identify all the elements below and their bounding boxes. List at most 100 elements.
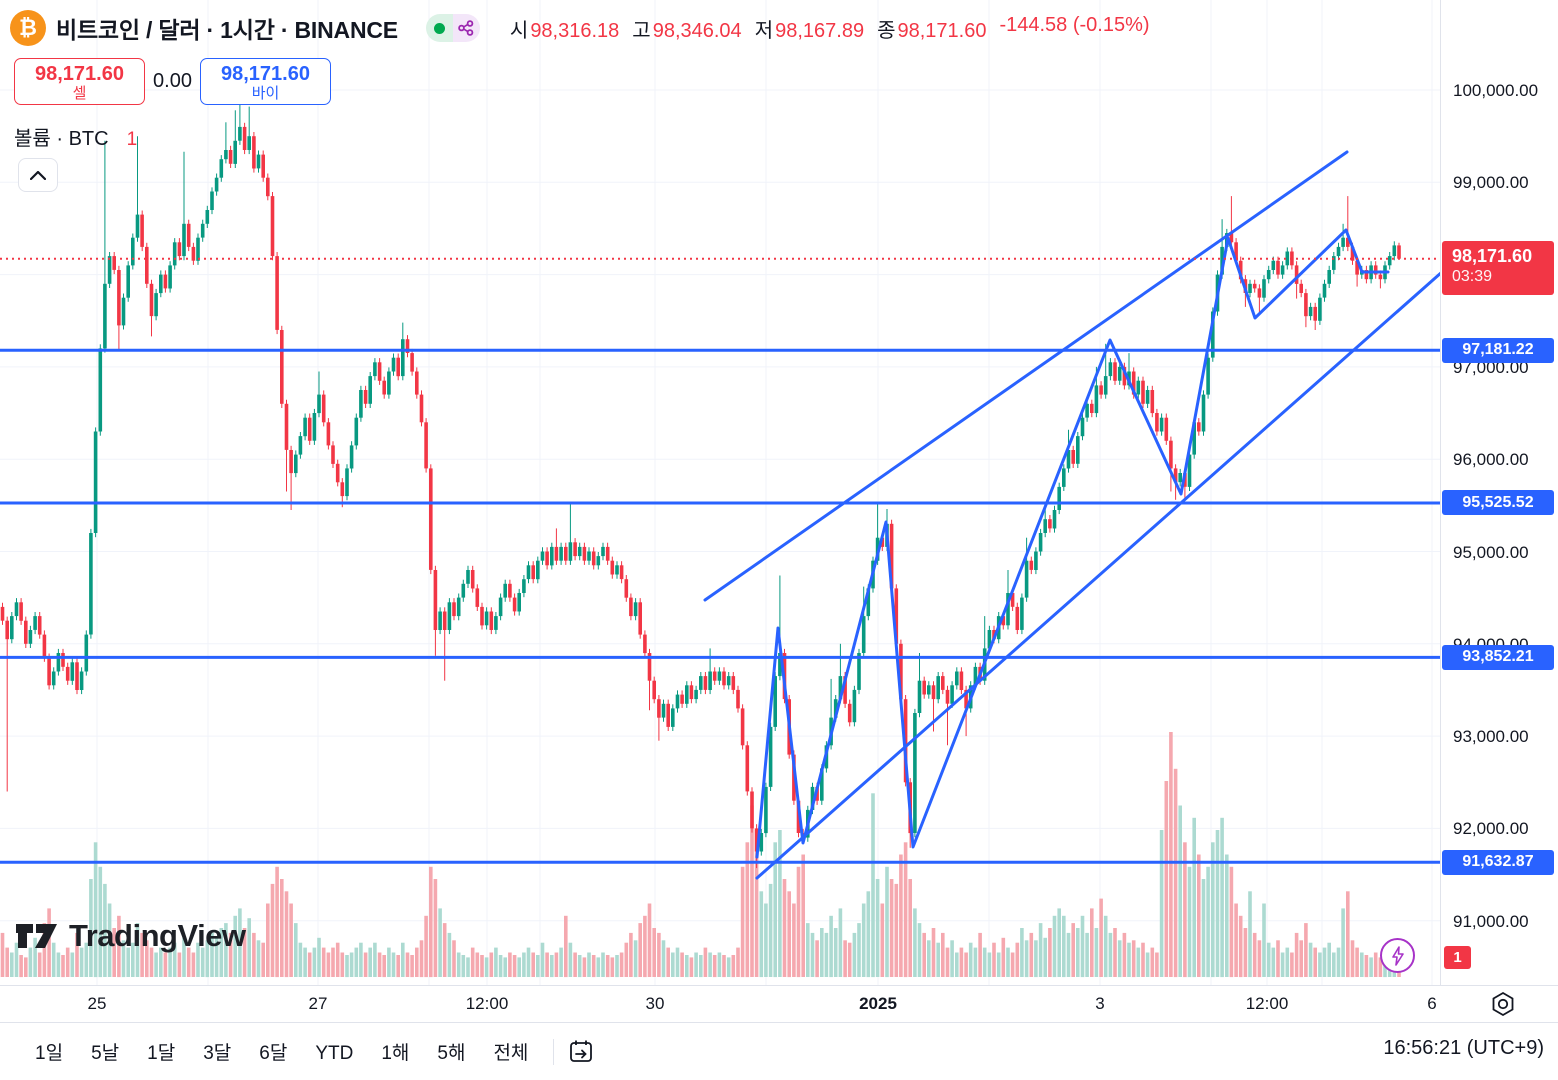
candle-body bbox=[1262, 279, 1266, 298]
candle-body bbox=[131, 237, 135, 266]
volume-bar bbox=[917, 923, 922, 977]
candle-body bbox=[438, 611, 442, 630]
candle-body bbox=[14, 602, 19, 617]
volume-bar bbox=[768, 883, 773, 977]
volume-bar bbox=[1085, 932, 1089, 977]
range-button-전체[interactable]: 전체 bbox=[482, 1033, 539, 1070]
volume-bar bbox=[638, 923, 642, 977]
volume-bar bbox=[1141, 942, 1145, 977]
collapse-legend-button[interactable] bbox=[18, 158, 58, 192]
candle-body bbox=[1145, 390, 1150, 404]
zigzag-drawing[interactable] bbox=[755, 228, 1390, 859]
market-open-dot-icon bbox=[425, 14, 453, 42]
candle-body bbox=[1113, 362, 1117, 381]
range-button-1달[interactable]: 1달 bbox=[136, 1033, 186, 1070]
volume-bar bbox=[1378, 957, 1383, 977]
volume-bar bbox=[1276, 940, 1280, 978]
calendar-arrow-icon bbox=[570, 1040, 593, 1062]
range-button-YTD[interactable]: YTD bbox=[304, 1038, 364, 1070]
volume-bar bbox=[1332, 952, 1336, 977]
volume-bar bbox=[1225, 854, 1229, 977]
candle-body bbox=[149, 283, 154, 317]
range-buttons: 1일 5날 1달 3달 6달 YTD 1해 5해 전체 bbox=[24, 1033, 545, 1070]
candle-body bbox=[303, 417, 307, 437]
candle-body bbox=[5, 620, 9, 640]
volume-bar bbox=[470, 947, 475, 977]
volume-bar bbox=[945, 947, 950, 977]
time-axis[interactable]: 25 27 12:00 30 2025 3 12:00 6 bbox=[0, 985, 1558, 1022]
range-button-1일[interactable]: 1일 bbox=[24, 1033, 74, 1070]
candle-body bbox=[838, 676, 843, 700]
candle-body bbox=[377, 362, 382, 381]
chart-pane[interactable] bbox=[0, 0, 1440, 985]
candle-body bbox=[810, 786, 815, 810]
level-price-badge: 91,632.87 bbox=[1442, 849, 1554, 875]
candlestick-chart[interactable] bbox=[0, 0, 1440, 985]
volume-bar bbox=[480, 955, 484, 978]
candle-body bbox=[1248, 283, 1252, 293]
volume-bar bbox=[764, 903, 768, 977]
range-button-5날[interactable]: 5날 bbox=[80, 1033, 130, 1070]
volume-bar bbox=[270, 883, 275, 977]
candle-body bbox=[205, 210, 210, 224]
candle-body bbox=[1373, 265, 1378, 275]
current-price-badge: 98,171.60 03:39 bbox=[1442, 240, 1554, 295]
volume-bar bbox=[950, 940, 954, 978]
volume-bar bbox=[927, 940, 931, 978]
volume-bar bbox=[154, 952, 158, 977]
volume-bar bbox=[1038, 923, 1043, 977]
lower_channel-trendline[interactable] bbox=[755, 271, 1440, 880]
candle-body bbox=[1206, 357, 1210, 395]
symbol-title[interactable]: 비트코인 / 달러 · 1시간 · BINANCE bbox=[56, 17, 398, 43]
market-status-pill[interactable] bbox=[425, 14, 480, 42]
candle-body bbox=[368, 376, 372, 404]
candle-body bbox=[33, 616, 37, 630]
upper_channel-trendline[interactable] bbox=[703, 150, 1349, 602]
candle-body bbox=[689, 685, 694, 700]
axis-settings-gear-icon[interactable] bbox=[1490, 991, 1516, 1022]
volume-bar bbox=[1048, 928, 1052, 977]
candle-body bbox=[210, 191, 214, 210]
candle-body bbox=[470, 570, 475, 589]
candle-body bbox=[666, 703, 670, 727]
volume-bar bbox=[1080, 915, 1085, 978]
session-clock[interactable]: 16:56:21 (UTC+9) bbox=[1383, 1037, 1544, 1059]
range-button-6달[interactable]: 6달 bbox=[248, 1033, 298, 1070]
candle-body bbox=[1308, 306, 1313, 317]
quick-trade-lightning-button[interactable] bbox=[1380, 938, 1415, 973]
level-price-badge: 97,181.22 bbox=[1442, 337, 1554, 363]
candle-body bbox=[135, 214, 140, 238]
candle-body bbox=[1048, 519, 1052, 529]
volume-bar bbox=[252, 932, 256, 977]
volume-bar bbox=[773, 842, 777, 978]
candle-body bbox=[624, 579, 629, 598]
volume-bar bbox=[228, 932, 233, 977]
candle-body bbox=[214, 177, 219, 192]
symbol-legend: ₿ 비트코인 / 달러 · 1시간 · BINANCE 시 98,316.18 고… bbox=[10, 10, 1150, 46]
level-price-badge: 93,852.21 bbox=[1442, 644, 1554, 670]
volume-bar bbox=[782, 879, 787, 977]
candle-body bbox=[0, 606, 5, 621]
volume-bar bbox=[382, 955, 386, 978]
volume-bar bbox=[889, 879, 894, 977]
volume-bar bbox=[28, 947, 33, 977]
share-icon[interactable] bbox=[452, 14, 480, 42]
candle-body bbox=[577, 546, 582, 557]
sell-button[interactable]: 98,171.60 셀 bbox=[14, 58, 145, 105]
volume-bar bbox=[117, 915, 121, 978]
buy-button[interactable]: 98,171.60 바이 bbox=[200, 58, 331, 105]
volume-bar bbox=[540, 942, 545, 977]
go-to-date-button[interactable] bbox=[568, 1038, 594, 1067]
candle-body bbox=[1266, 270, 1271, 280]
candle-body bbox=[582, 546, 587, 561]
volume-indicator-legend[interactable]: 볼륨 · BTC 1 bbox=[14, 122, 137, 151]
range-button-1해[interactable]: 1해 bbox=[370, 1033, 420, 1070]
volume-bar bbox=[1108, 932, 1113, 977]
volume-bar bbox=[689, 957, 694, 977]
volume-bar bbox=[5, 947, 9, 977]
range-button-3달[interactable]: 3달 bbox=[192, 1033, 242, 1070]
price-axis[interactable]: 100,000.0099,000.0098,000.0097,000.0096,… bbox=[1440, 0, 1558, 985]
range-button-5해[interactable]: 5해 bbox=[426, 1033, 476, 1070]
volume-bar bbox=[1346, 891, 1350, 978]
candle-body bbox=[1364, 270, 1369, 280]
